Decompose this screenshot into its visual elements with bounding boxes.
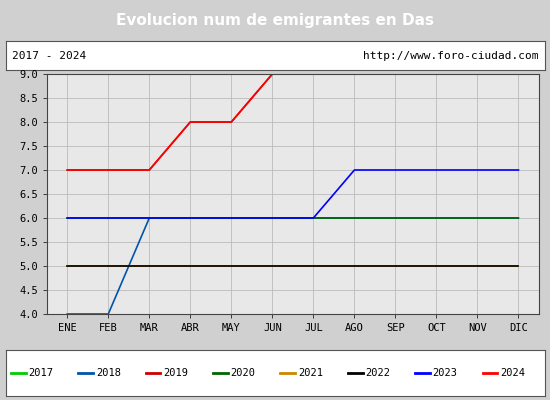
Text: 2022: 2022 [365,368,390,378]
Text: http://www.foro-ciudad.com: http://www.foro-ciudad.com [362,51,538,61]
Text: 2020: 2020 [230,368,256,378]
Text: 2019: 2019 [163,368,188,378]
Text: 2023: 2023 [433,368,458,378]
Text: 2024: 2024 [500,368,525,378]
Text: Evolucion num de emigrantes en Das: Evolucion num de emigrantes en Das [116,14,434,28]
Text: 2017: 2017 [29,368,53,378]
Text: 2018: 2018 [96,368,121,378]
Text: 2017 - 2024: 2017 - 2024 [12,51,86,61]
Text: 2021: 2021 [298,368,323,378]
